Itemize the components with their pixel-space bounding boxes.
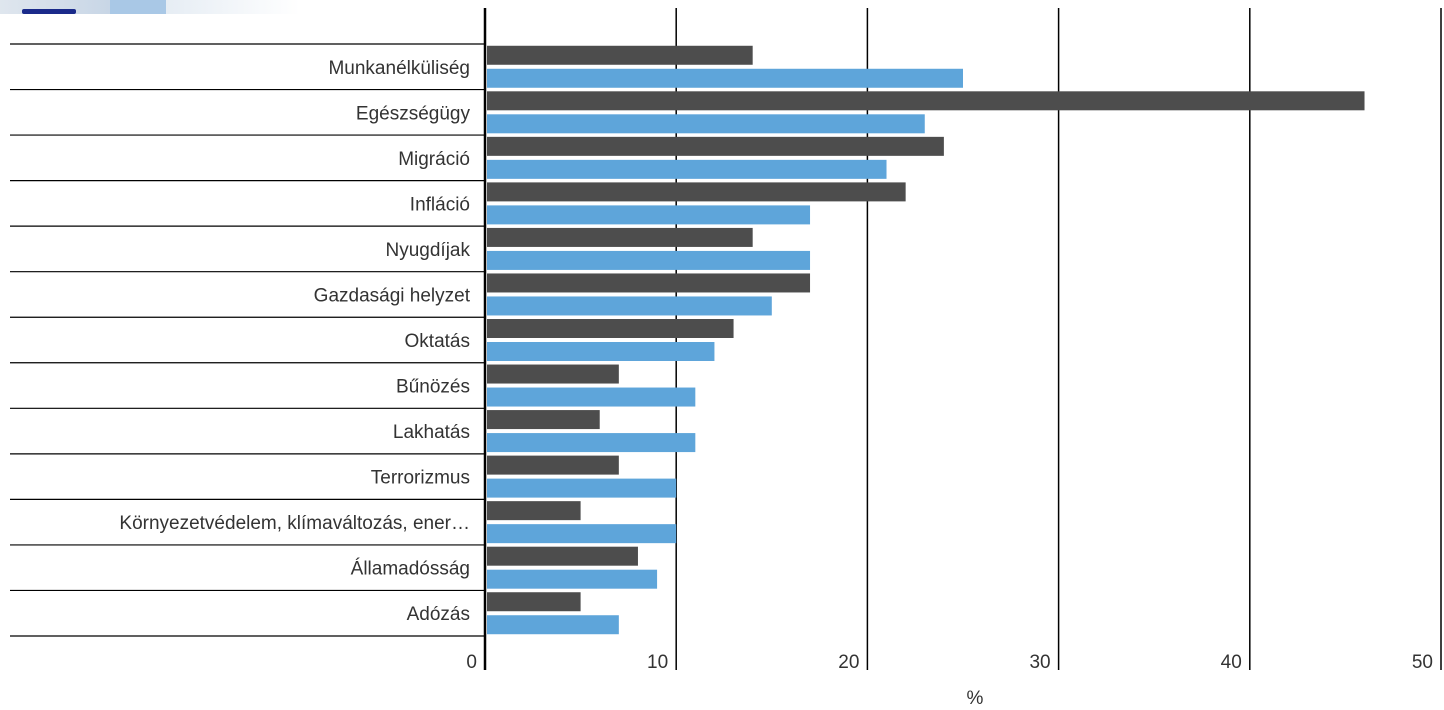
bar — [487, 45, 753, 65]
bar — [487, 478, 677, 498]
category-label: Lakhatás — [393, 422, 470, 443]
bar — [487, 273, 811, 293]
bar — [487, 364, 619, 384]
category-label: Nyugdíjak — [386, 240, 471, 261]
category-label: Környezetvédelem, klímaváltozás, ener… — [119, 513, 470, 534]
x-tick-label: 50 — [1412, 652, 1433, 673]
bar — [487, 136, 944, 156]
category-label: Munkanélküliség — [328, 58, 470, 79]
bar — [487, 455, 619, 475]
bar — [487, 524, 677, 544]
bar — [487, 205, 811, 225]
bar — [487, 159, 887, 179]
bar — [487, 387, 696, 407]
x-tick-label: 10 — [647, 652, 668, 673]
category-label: Oktatás — [405, 331, 470, 352]
category-label: Adózás — [407, 604, 470, 625]
bar — [487, 546, 638, 566]
x-tick-label: 40 — [1221, 652, 1242, 673]
bars — [487, 45, 1365, 635]
category-label: Migráció — [398, 149, 470, 170]
category-label: Terrorizmus — [371, 468, 470, 489]
bar — [487, 319, 734, 338]
bar — [487, 114, 925, 134]
category-label: Egészségügy — [356, 103, 471, 124]
x-axis-title: % — [967, 688, 984, 709]
bar — [487, 68, 963, 88]
category-label: Bűnözés — [396, 377, 470, 398]
x-tick-label: 0 — [466, 652, 477, 673]
category-label: Infláció — [410, 194, 470, 215]
bar — [487, 433, 696, 453]
bar — [487, 501, 581, 521]
bar — [487, 91, 1365, 111]
x-tick-label: 30 — [1029, 652, 1050, 673]
bar — [487, 592, 581, 612]
bar — [487, 182, 906, 202]
bar — [487, 569, 658, 589]
category-labels: Munkanélküliség Egészségügy Migráció Inflác… — [119, 58, 470, 625]
category-separators — [10, 43, 485, 637]
tick-labels: 0 10 20 30 40 50 — [466, 652, 1433, 673]
logo-fragment — [0, 0, 300, 14]
bar — [487, 615, 619, 635]
category-label: Gazdasági helyzet — [314, 285, 471, 306]
bar — [487, 410, 600, 430]
bar — [487, 227, 753, 247]
category-label: Államadósság — [351, 559, 470, 580]
x-tick-label: 20 — [838, 652, 859, 673]
bar — [487, 342, 715, 361]
bar — [487, 250, 811, 270]
bar — [487, 296, 772, 316]
